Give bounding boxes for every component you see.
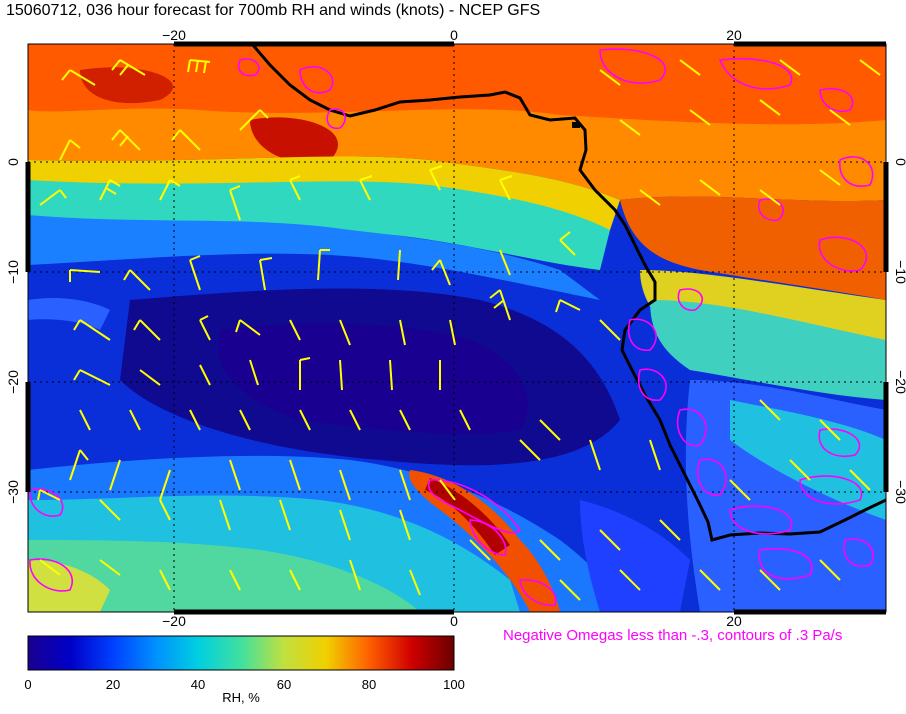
colorbar-tick-80: 80 bbox=[361, 677, 377, 692]
africa-coastline bbox=[250, 43, 887, 542]
lat-tick-right-2: −10 bbox=[893, 260, 906, 284]
omega-note: Negative Omegas less than -.3, contours … bbox=[503, 627, 843, 644]
colorbar-tick-100: 100 bbox=[443, 677, 465, 692]
lon-tick-bottom-3: 20 bbox=[726, 613, 742, 629]
lat-tick-left-2: −10 bbox=[5, 260, 21, 284]
lat-tick-left-3: −20 bbox=[5, 370, 21, 394]
colorbar-title: RH, % bbox=[222, 690, 260, 705]
island-marker bbox=[572, 122, 580, 128]
colorbar bbox=[27, 635, 455, 671]
colorbar-tick-40: 40 bbox=[190, 677, 206, 692]
lon-tick-top-1: −20 bbox=[162, 27, 186, 43]
rh-field bbox=[28, 44, 886, 612]
colorbar-tick-0: 0 bbox=[24, 677, 32, 692]
wind-barbs bbox=[37, 59, 881, 601]
lon-tick-bottom-1: −20 bbox=[162, 613, 186, 629]
omega-contours bbox=[29, 48, 874, 606]
colorbar-tick-20: 20 bbox=[105, 677, 121, 692]
colorbar-tick-60: 60 bbox=[276, 677, 292, 692]
lat-tick-left-4: −30 bbox=[5, 480, 21, 504]
lon-tick-top-3: 20 bbox=[726, 27, 742, 43]
lon-tick-top-2: 0 bbox=[450, 27, 458, 43]
map-title: 15060712, 036 hour forecast for 700mb RH… bbox=[6, 2, 541, 19]
lat-tick-right-3: −20 bbox=[893, 370, 906, 394]
lat-tick-right-4: −30 bbox=[893, 480, 906, 504]
lon-tick-bottom-2: 0 bbox=[450, 613, 458, 629]
lat-tick-right-1: 0 bbox=[893, 158, 906, 166]
lat-tick-left-1: 0 bbox=[5, 158, 21, 166]
map-frame bbox=[25, 41, 889, 615]
